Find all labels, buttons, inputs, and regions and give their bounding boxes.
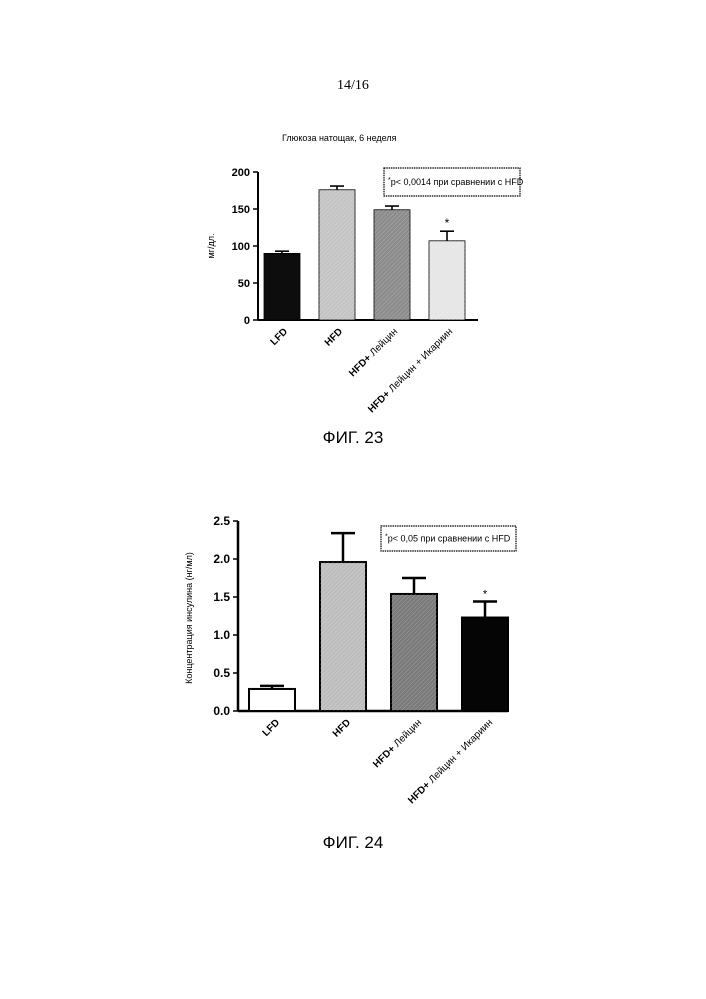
significance-star: * [483,589,488,601]
figure-24-caption: ФИГ. 24 [0,833,706,853]
annotation-label: p< 0,05 при сравнении с HFD [388,534,511,544]
x-tick-label: LFD [261,717,283,739]
x-tick-label-bold: HFD [331,717,353,739]
x-tick-label-rest: Лейцин + Икариин [425,717,495,787]
y-tick-label: 1.0 [213,628,230,642]
x-tick-label: HFD+ Лейцин + Икариин [406,717,495,806]
figure-23-caption: ФИГ. 23 [0,428,706,448]
bar [462,618,508,711]
y-tick-label: 2.0 [213,552,230,566]
bar-hatch [391,594,437,711]
y-tick-label: 0.5 [213,666,230,680]
x-tick-label: HFD+ Лейцин [371,717,424,770]
bar [249,689,295,711]
x-tick-label-rest: Лейцин [390,717,424,751]
annotation-text: *p< 0,05 при сравнении с HFD [385,534,511,544]
y-tick-label: 2.5 [213,514,230,528]
y-tick-label: 1.5 [213,590,230,604]
x-tick-label: HFD [331,717,353,739]
y-tick-label: 0.0 [213,704,230,718]
bar-hatch [320,562,366,711]
y-axis-label: Концентрация инсулина (нг/мл) [184,552,194,684]
x-tick-label-bold: LFD [261,717,283,739]
